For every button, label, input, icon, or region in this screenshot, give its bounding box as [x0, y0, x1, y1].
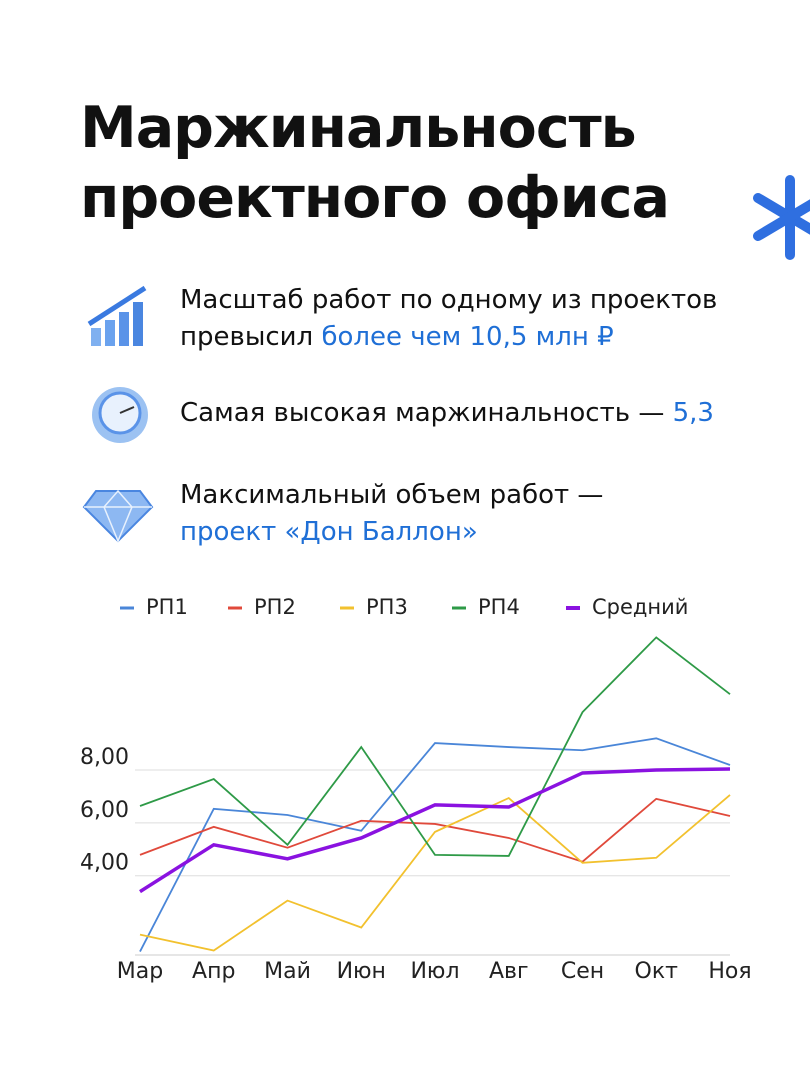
fact-highlight: 5,3 — [672, 398, 714, 428]
fact-highlight: проект «Дон Баллон» — [180, 517, 478, 547]
snowflake-icon — [753, 175, 810, 260]
y-tick-label: 6,00 — [80, 798, 129, 823]
x-tick-label: Окт — [635, 959, 679, 984]
x-tick-label: Сен — [561, 959, 604, 984]
y-tick-label: 4,00 — [80, 851, 129, 876]
fact: Максимальный объем работ — проект «Дон Ба… — [180, 477, 603, 551]
chart: 4,00 6,00 8,00 Мар Апр Май Июн Июл Авг Сен Окт Ноя Р… — [80, 595, 752, 984]
x-tick-label: Июн — [337, 959, 386, 984]
title-line: Маржинальность — [80, 95, 637, 161]
growth-icon — [87, 285, 147, 346]
x-tick-label: Май — [264, 959, 311, 984]
fact-highlight: более чем 10,5 млн ₽ — [321, 322, 614, 352]
legend-label: РП2 — [254, 595, 296, 619]
legend-label: РП3 — [366, 595, 408, 619]
x-tick-label: Апр — [192, 959, 235, 984]
x-tick-label: Мар — [117, 959, 163, 984]
series-line — [139, 636, 731, 857]
fact-text: Самая высокая маржинальность — — [180, 398, 673, 428]
gauge-icon — [92, 387, 148, 443]
fact-text: Максимальный объем работ — — [180, 480, 604, 510]
fact-text: превысил — [180, 322, 322, 352]
y-tick-label: 8,00 — [80, 745, 129, 770]
legend-label: РП1 — [146, 595, 188, 619]
x-tick-label: Авг — [489, 959, 529, 984]
legend-label: РП4 — [478, 595, 520, 619]
x-tick-label: Июл — [410, 959, 459, 984]
series-line — [139, 794, 731, 952]
title-line: проектного офиса — [80, 165, 670, 231]
fact-text: Масштаб работ по одному из проектов — [180, 285, 718, 315]
diamond-icon — [82, 489, 154, 543]
series-line — [139, 797, 731, 863]
fact: Масштаб работ по одному из проектов превы… — [180, 282, 717, 356]
x-tick-label: Ноя — [708, 959, 751, 984]
series-line — [139, 767, 731, 894]
series-line — [139, 737, 731, 952]
legend-label: Средний — [592, 595, 688, 619]
fact: Самая высокая маржинальность — 5,3 — [180, 395, 714, 432]
